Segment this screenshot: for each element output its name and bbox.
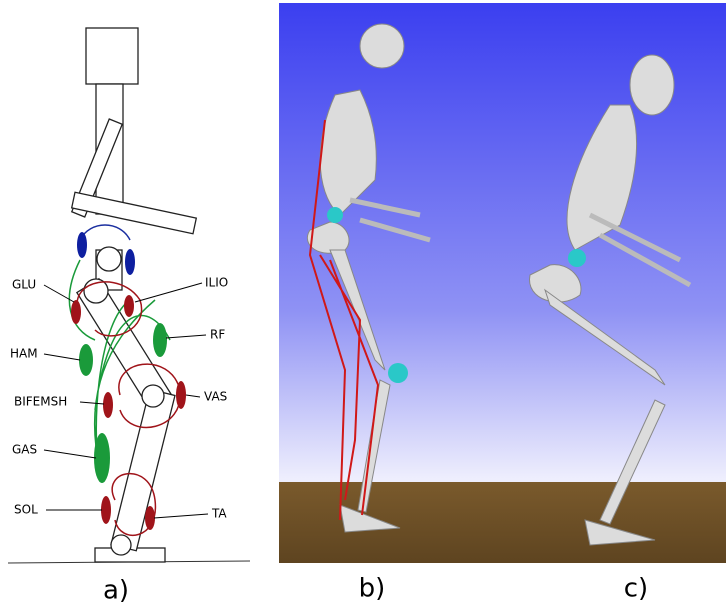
muscle-label: VAS [204, 390, 227, 404]
render-b [279, 3, 477, 563]
muscle-label: TA [211, 507, 227, 521]
schematic [8, 28, 250, 563]
muscle-label: GLU [12, 278, 36, 292]
caption: a) [103, 576, 129, 606]
muscle-label: RF [210, 328, 225, 342]
muscle-label: SOL [14, 503, 38, 517]
muscle-label: ILIO [205, 276, 228, 290]
caption: b) [359, 574, 386, 604]
muscle-label: BIFEMSH [14, 395, 67, 409]
figure: GLU ILIO HAM RF BIFEMSH VAS GAS SOL TA a) b) c) [0, 0, 726, 607]
muscle-label: GAS [12, 443, 37, 457]
render-c [477, 3, 726, 563]
muscle-label: HAM [10, 347, 38, 361]
caption: c) [624, 574, 648, 604]
